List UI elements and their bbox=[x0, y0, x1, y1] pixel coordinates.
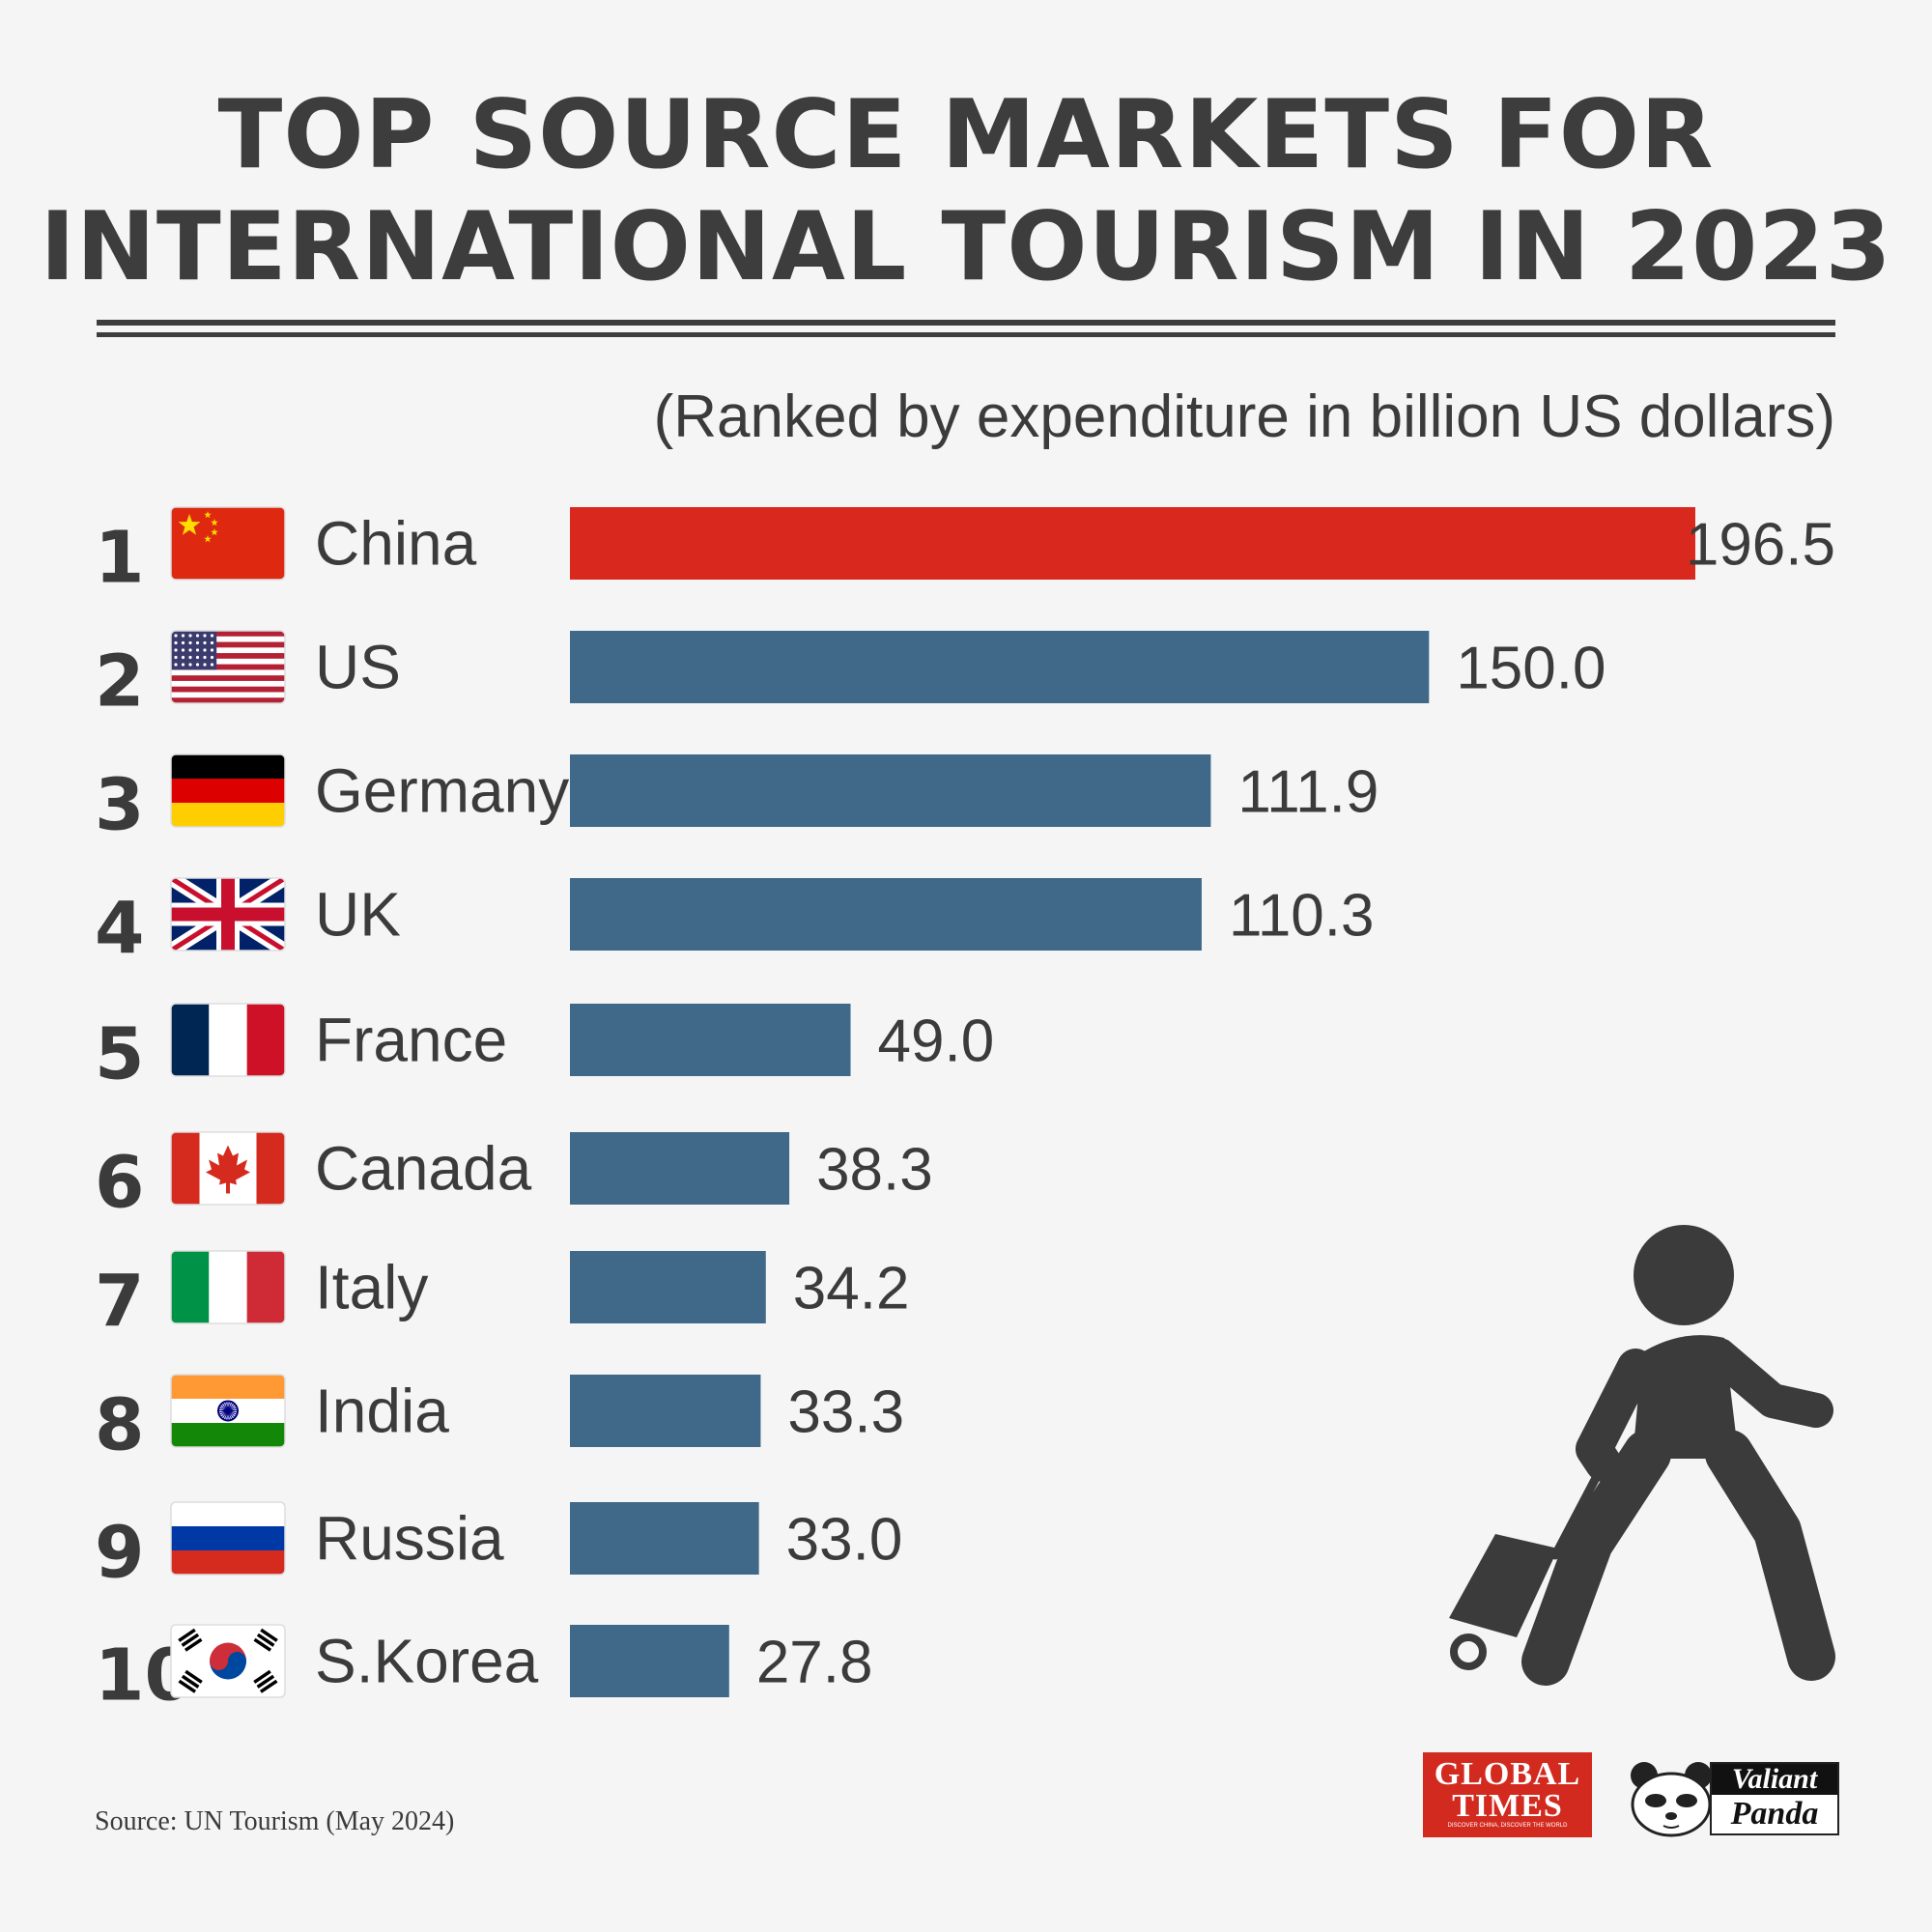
italy-flag-icon bbox=[170, 1250, 286, 1324]
rank-label: 5 bbox=[95, 1013, 145, 1096]
bar bbox=[570, 1502, 759, 1575]
chart-subtitle: (Ranked by expenditure in billion US dol… bbox=[653, 384, 1835, 450]
bar bbox=[570, 754, 1211, 827]
category-label: S.Korea bbox=[315, 1627, 539, 1696]
title-divider-thin bbox=[97, 332, 1835, 337]
rank-label: 4 bbox=[95, 888, 145, 971]
uk-flag-icon bbox=[170, 877, 286, 952]
value-label: 49.0 bbox=[878, 1009, 995, 1075]
bar bbox=[570, 631, 1430, 703]
category-label: Canada bbox=[315, 1134, 532, 1204]
bar bbox=[570, 1132, 790, 1205]
category-label: China bbox=[315, 509, 477, 579]
valiant-panda-line-2: Panda bbox=[1730, 1796, 1819, 1832]
bar bbox=[570, 1375, 761, 1447]
russia-flag-icon bbox=[170, 1501, 286, 1576]
value-label: 33.0 bbox=[786, 1507, 903, 1574]
valiant-panda-logo: Valiant Panda bbox=[1627, 1758, 1839, 1839]
chart-title-line-2: INTERNATIONAL TOURISM IN 2023 bbox=[40, 192, 1892, 302]
value-label: 111.9 bbox=[1237, 759, 1378, 826]
germany-flag-icon bbox=[170, 753, 286, 828]
rank-label: 8 bbox=[95, 1384, 145, 1467]
value-label: 150.0 bbox=[1456, 636, 1605, 702]
category-label: Russia bbox=[315, 1504, 504, 1574]
bar bbox=[570, 1004, 851, 1076]
rank-label: 2 bbox=[95, 640, 145, 724]
value-label: 38.3 bbox=[816, 1137, 933, 1204]
category-label: US bbox=[315, 633, 401, 702]
rank-label: 1 bbox=[95, 517, 145, 600]
india-flag-icon bbox=[170, 1374, 286, 1448]
value-label: 33.3 bbox=[787, 1379, 904, 1446]
canada-flag-icon bbox=[170, 1131, 286, 1206]
global-times-logo-tagline: DISCOVER CHINA, DISCOVER THE WORLD bbox=[1447, 1823, 1568, 1829]
category-label: UK bbox=[315, 880, 401, 950]
source-note: Source: UN Tourism (May 2024) bbox=[95, 1806, 455, 1836]
value-label: 196.5 bbox=[1686, 512, 1835, 579]
rank-label: 7 bbox=[95, 1261, 145, 1344]
value-label: 34.2 bbox=[793, 1256, 910, 1322]
rank-label: 3 bbox=[95, 764, 145, 847]
rank-label: 9 bbox=[95, 1512, 145, 1595]
category-label: France bbox=[315, 1006, 507, 1075]
panda-icon bbox=[1631, 1762, 1712, 1837]
chart-title-line-1: TOP SOURCE MARKETS FOR bbox=[217, 80, 1715, 190]
traveler-with-suitcase-icon bbox=[1449, 1225, 1835, 1686]
title-divider-thick bbox=[97, 320, 1835, 326]
bar bbox=[570, 1251, 766, 1323]
global-times-logo-line-2: TIMES bbox=[1452, 1788, 1563, 1824]
france-flag-icon bbox=[170, 1003, 286, 1077]
chart-title: TOP SOURCE MARKETS FOR INTERNATIONAL TOU… bbox=[0, 79, 1932, 303]
valiant-panda-line-1: Valiant bbox=[1712, 1764, 1837, 1795]
bar bbox=[570, 507, 1695, 580]
global-times-logo-line-1: GLOBAL bbox=[1434, 1756, 1581, 1792]
us-flag-icon bbox=[170, 630, 286, 704]
rank-label: 6 bbox=[95, 1142, 145, 1225]
value-label: 27.8 bbox=[756, 1630, 873, 1696]
global-times-logo: GLOBAL TIMES DISCOVER CHINA, DISCOVER TH… bbox=[1423, 1752, 1592, 1837]
category-label: India bbox=[315, 1377, 449, 1446]
china-flag-icon bbox=[170, 506, 286, 581]
category-label: Germany bbox=[315, 756, 569, 826]
bar bbox=[570, 878, 1202, 951]
bar bbox=[570, 1625, 729, 1697]
valiant-panda-wordmark: Valiant Panda bbox=[1710, 1762, 1839, 1835]
value-label: 110.3 bbox=[1229, 883, 1375, 950]
category-label: Italy bbox=[315, 1253, 428, 1322]
south-korea-flag-icon bbox=[170, 1624, 286, 1698]
